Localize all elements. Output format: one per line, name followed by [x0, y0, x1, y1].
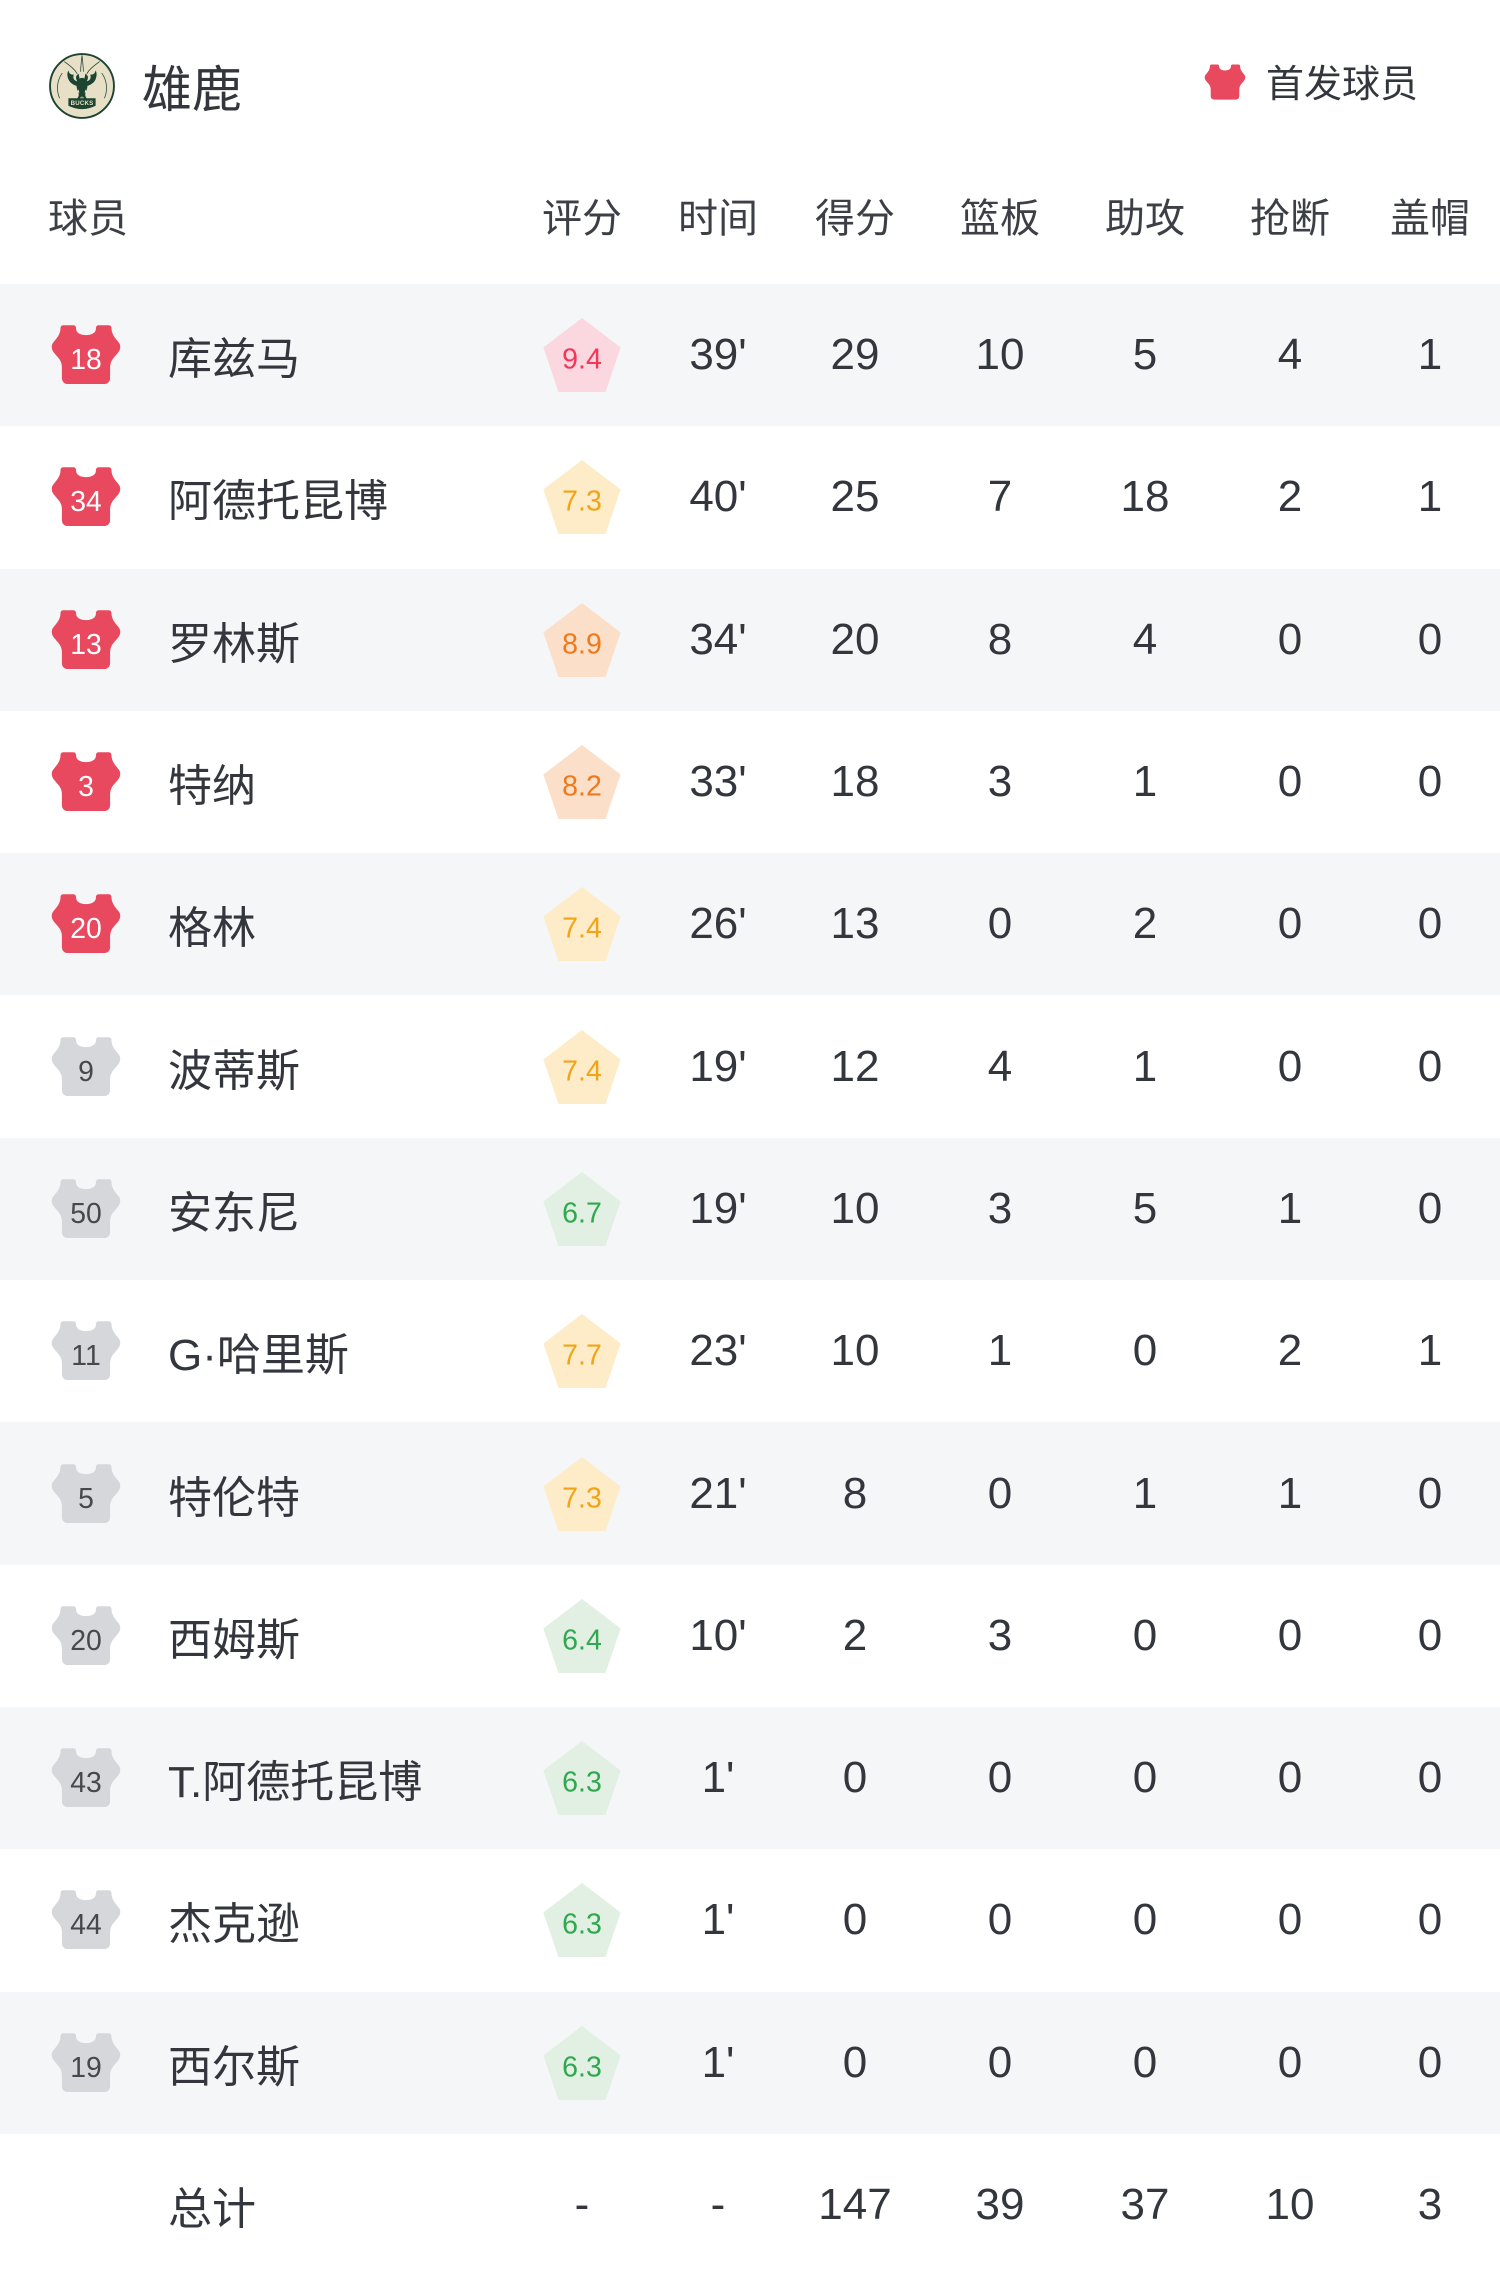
- svg-text:8.2: 8.2: [562, 770, 602, 802]
- svg-text:11: 11: [71, 1340, 100, 1372]
- svg-text:6.3: 6.3: [562, 1767, 602, 1799]
- svg-text:6.3: 6.3: [562, 2051, 602, 2083]
- svg-text:6.3: 6.3: [562, 1909, 602, 1941]
- svg-text:44: 44: [70, 1910, 102, 1942]
- svg-text:9: 9: [78, 1056, 94, 1088]
- svg-text:18: 18: [70, 344, 102, 376]
- svg-text:7.4: 7.4: [562, 913, 602, 945]
- svg-text:BUCKS: BUCKS: [71, 100, 94, 107]
- svg-text:3: 3: [78, 771, 94, 803]
- svg-text:7.3: 7.3: [562, 486, 602, 518]
- svg-text:20: 20: [70, 1625, 102, 1657]
- svg-text:34: 34: [70, 487, 102, 519]
- svg-text:7.7: 7.7: [562, 1340, 602, 1372]
- svg-text:6.7: 6.7: [562, 1197, 602, 1229]
- svg-text:6.4: 6.4: [562, 1624, 602, 1656]
- svg-text:5: 5: [78, 1483, 94, 1515]
- svg-text:9.4: 9.4: [562, 344, 602, 376]
- svg-text:13: 13: [70, 629, 102, 661]
- svg-text:7.3: 7.3: [562, 1482, 602, 1514]
- svg-text:20: 20: [70, 913, 102, 945]
- svg-text:43: 43: [70, 1767, 102, 1799]
- svg-text:7.4: 7.4: [562, 1055, 602, 1087]
- svg-text:50: 50: [70, 1198, 102, 1230]
- svg-text:8.9: 8.9: [562, 628, 602, 660]
- svg-text:19: 19: [70, 2052, 102, 2084]
